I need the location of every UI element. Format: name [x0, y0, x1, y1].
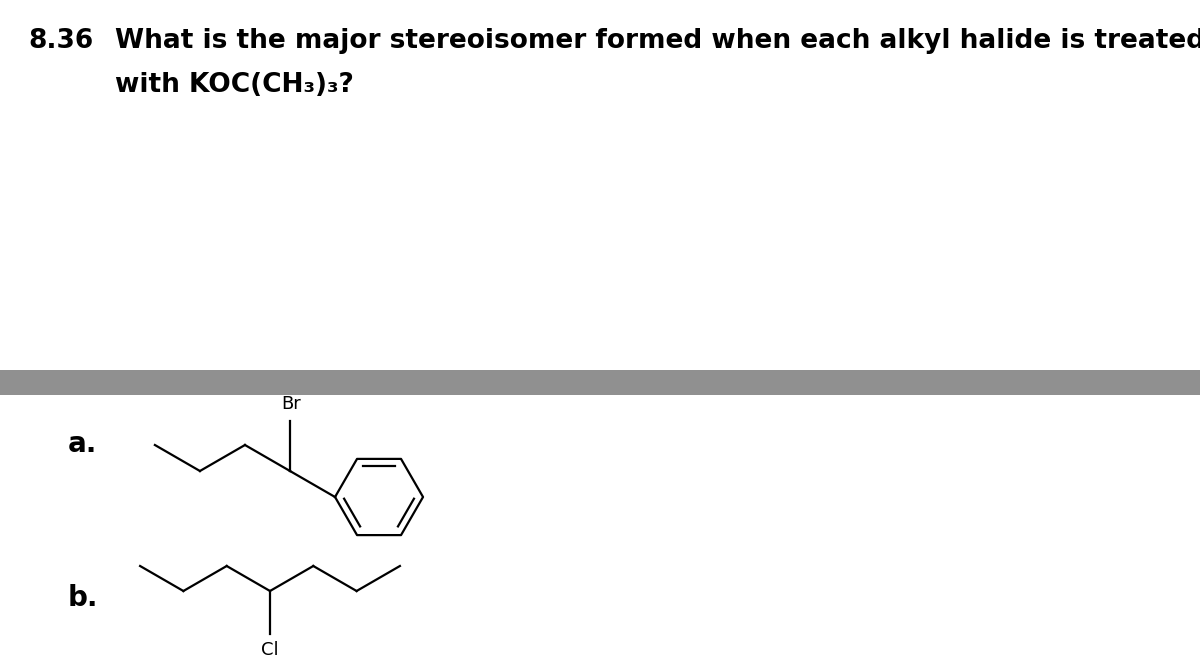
Text: What is the major stereoisomer formed when each alkyl halide is treated: What is the major stereoisomer formed wh… — [115, 28, 1200, 54]
Text: 8.36: 8.36 — [28, 28, 94, 54]
Bar — [0, 370, 1200, 395]
Text: Cl: Cl — [262, 641, 278, 659]
Text: with KOC(CH₃)₃?: with KOC(CH₃)₃? — [115, 72, 354, 98]
Text: Br: Br — [281, 395, 301, 413]
Text: b.: b. — [68, 584, 98, 612]
Text: a.: a. — [68, 430, 97, 458]
